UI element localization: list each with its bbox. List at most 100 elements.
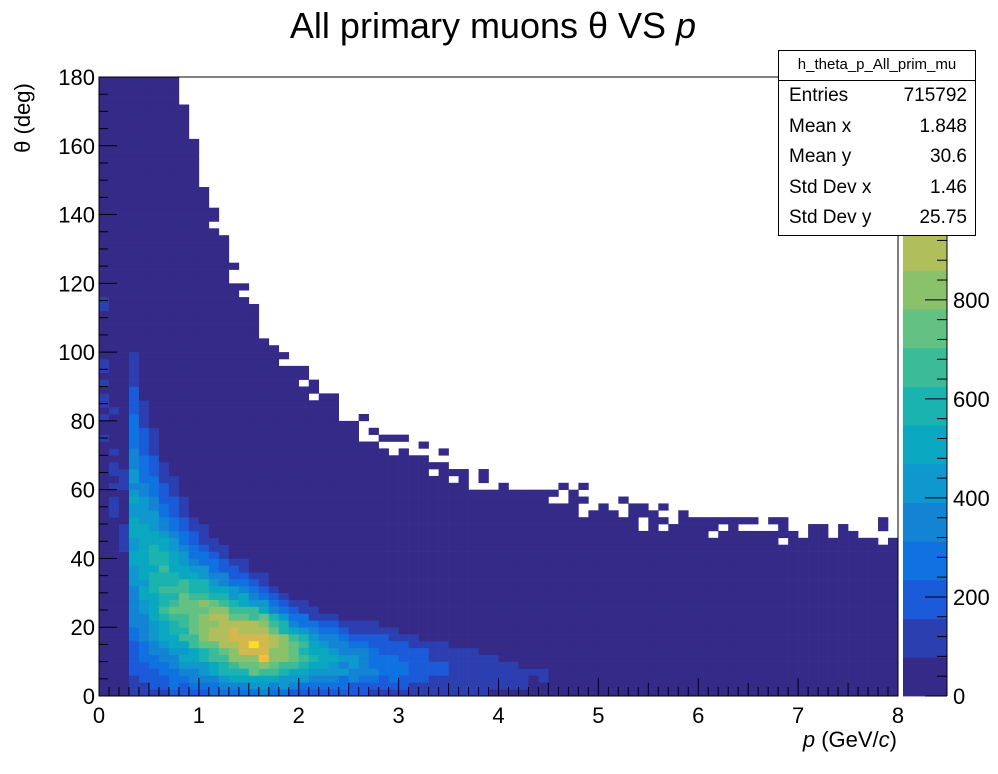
heatmap-cell [608, 661, 619, 669]
heatmap-cell [838, 599, 849, 607]
heatmap-cell [128, 661, 140, 669]
heatmap-cell [338, 524, 349, 532]
heatmap-cell [99, 510, 110, 518]
heatmap-cell [348, 530, 359, 539]
heatmap-cell [158, 214, 170, 222]
heatmap-cell [99, 654, 110, 662]
heatmap-cell [578, 647, 589, 656]
heatmap-cell [218, 524, 230, 532]
heatmap-cell [268, 489, 280, 497]
heatmap-cell [468, 551, 479, 559]
heatmap-cell [238, 345, 250, 353]
heatmap-cell [148, 455, 160, 463]
heatmap-cell [658, 599, 669, 607]
heatmap-cell [468, 634, 479, 642]
heatmap-cell [168, 386, 180, 394]
heatmap-cell [148, 640, 160, 649]
heatmap-cell [848, 675, 859, 683]
heatmap-cell [178, 221, 190, 229]
heatmap-cell [478, 496, 489, 504]
heatmap-cell [198, 276, 210, 284]
heatmap-cell [318, 510, 330, 518]
heatmap-cell [518, 634, 529, 642]
heatmap-cell [418, 469, 429, 477]
heatmap-cell [728, 599, 739, 607]
heatmap-cell [888, 572, 899, 580]
heatmap-cell [188, 592, 200, 601]
heatmap-cell [628, 634, 639, 642]
heatmap-cell [378, 682, 389, 690]
heatmap-cell [328, 689, 339, 697]
heatmap-cell [618, 496, 629, 504]
heatmap-cell [778, 689, 789, 697]
heatmap-cell [558, 640, 569, 649]
heatmap-cell [318, 689, 330, 697]
heatmap-cell [828, 647, 839, 656]
heatmap-cell [338, 558, 349, 566]
heatmap-cell [348, 654, 359, 662]
heatmap-cell [258, 585, 270, 594]
heatmap-cell [518, 579, 529, 587]
heatmap-cell [218, 235, 230, 243]
heatmap-cell [188, 565, 200, 573]
heatmap-cell [238, 283, 250, 291]
heatmap-cell [168, 118, 180, 126]
heatmap-cell [138, 620, 150, 628]
heatmap-cell [288, 689, 300, 697]
heatmap-cell [138, 90, 150, 98]
heatmap-cell [118, 599, 130, 607]
heatmap-cell [218, 606, 230, 614]
heatmap-cell [288, 579, 300, 587]
heatmap-cell [338, 462, 349, 470]
heatmap-cell [538, 675, 549, 683]
heatmap-cell [108, 634, 120, 642]
heatmap-cell [348, 627, 359, 635]
heatmap-cell [428, 599, 439, 607]
heatmap-cell [618, 682, 629, 690]
heatmap-cell [158, 585, 170, 594]
palette-swatch [903, 231, 947, 271]
heatmap-cell [208, 689, 220, 697]
heatmap-cell [498, 585, 509, 594]
heatmap-cell [438, 592, 449, 601]
heatmap-cell [148, 482, 160, 490]
heatmap-cell [838, 675, 849, 683]
heatmap-cell [218, 503, 230, 511]
heatmap-cell [488, 682, 499, 690]
heatmap-cell [248, 592, 260, 601]
heatmap-cell [228, 675, 240, 683]
heatmap-cell [128, 345, 140, 353]
heatmap-cell [268, 372, 280, 380]
heatmap-cell [178, 489, 190, 497]
heatmap-cell [128, 654, 140, 662]
heatmap-cell [368, 475, 379, 484]
heatmap-cell [138, 297, 150, 305]
heatmap-cell [288, 455, 300, 463]
heatmap-cell [838, 585, 849, 594]
heatmap-cell [128, 152, 140, 160]
heatmap-cell [298, 434, 310, 442]
heatmap-cell [168, 200, 180, 208]
heatmap-cell [168, 414, 180, 422]
heatmap-cell [218, 551, 230, 559]
heatmap-cell [678, 572, 689, 580]
heatmap-cell [368, 462, 379, 470]
heatmap-cell [108, 503, 120, 511]
heatmap-cell [148, 661, 160, 669]
heatmap-cell [498, 524, 509, 532]
heatmap-cell [158, 558, 170, 566]
heatmap-cell [238, 475, 250, 484]
heatmap-cell [538, 668, 549, 676]
heatmap-cell [238, 572, 250, 580]
heatmap-cell [108, 599, 120, 607]
heatmap-cell [408, 675, 419, 683]
heatmap-cell [288, 489, 300, 497]
heatmap-cell [118, 207, 130, 215]
heatmap-cell [738, 627, 749, 635]
heatmap-cell [788, 613, 799, 621]
heatmap-cell [298, 441, 310, 449]
heatmap-cell [148, 606, 160, 614]
heatmap-cell [878, 613, 889, 621]
heatmap-cell [598, 606, 609, 614]
heatmap-cell [648, 579, 659, 587]
